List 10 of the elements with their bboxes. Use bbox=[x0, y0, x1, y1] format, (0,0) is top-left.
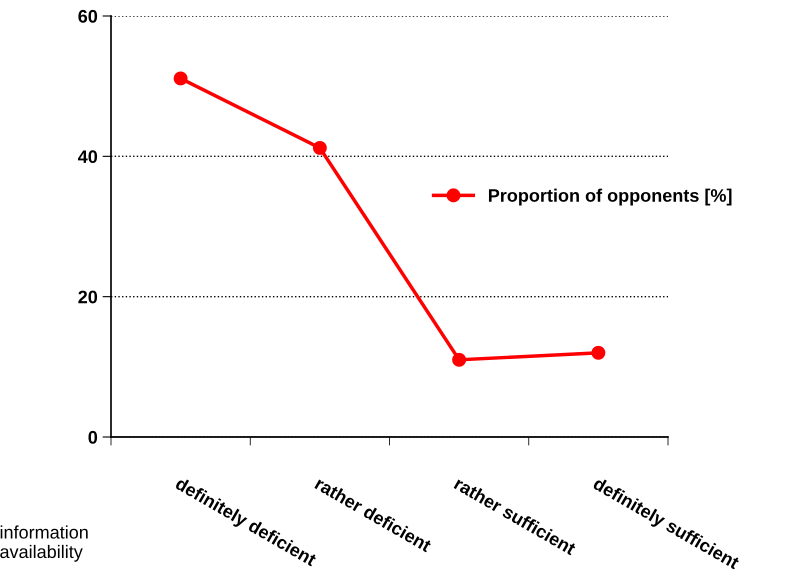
point bbox=[452, 352, 466, 367]
y-tick-label: 60 bbox=[78, 10, 98, 23]
y-tick-label: 40 bbox=[78, 150, 98, 164]
point bbox=[174, 72, 188, 86]
y-tick-label: 20 bbox=[78, 290, 98, 304]
point bbox=[312, 140, 327, 155]
point bbox=[591, 346, 606, 360]
x-axis-title: information availability bbox=[0, 525, 88, 562]
legend-label: Proportion of opponents [%] bbox=[488, 188, 732, 206]
y-tick-label: 0 bbox=[88, 430, 98, 444]
